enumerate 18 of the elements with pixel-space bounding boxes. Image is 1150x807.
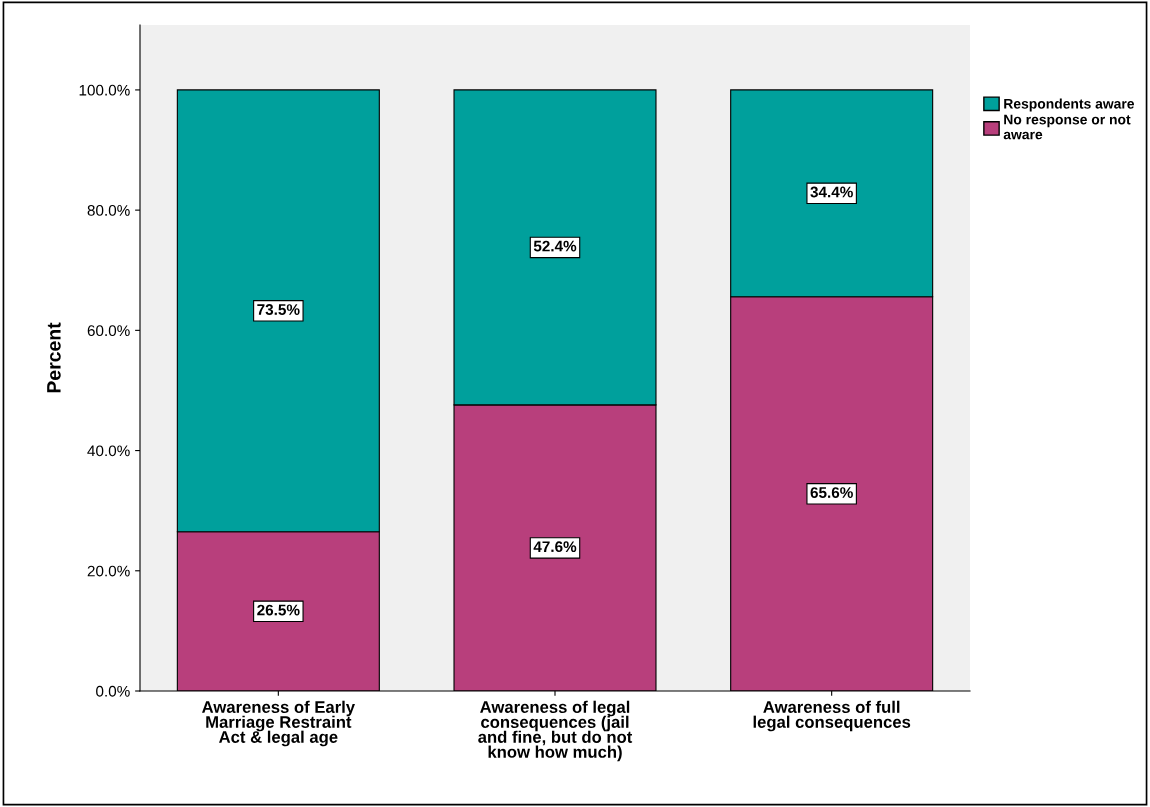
legend-label: No response or not aware — [1003, 114, 1131, 140]
data-label: 26.5% — [257, 604, 300, 616]
y-tick-label: 0.0% — [96, 685, 130, 697]
y-tick-label: 40.0% — [87, 445, 130, 457]
x-tick-label: Awareness of Early Marriage Restraint Act & legal age — [202, 700, 355, 747]
legend-label: Respondents aware — [1004, 98, 1135, 112]
x-tick-label: Awareness of legal consequences (jail and fine, but do not know how much) — [478, 700, 633, 762]
y-tick-label: 100.0% — [79, 84, 130, 96]
data-label: 65.6% — [810, 487, 853, 498]
data-label: 47.6% — [533, 541, 577, 553]
y-tick-label: 80.0% — [87, 205, 130, 216]
y-tick-label: 60.0% — [87, 325, 130, 337]
x-tick-label: Awareness of full legal consequences — [753, 700, 911, 732]
y-axis-title: Percent — [47, 322, 61, 393]
data-label: 73.5% — [257, 304, 300, 315]
y-tick-label: 20.0% — [87, 565, 130, 577]
data-label: 52.4% — [533, 240, 577, 252]
data-label: 34.4% — [810, 186, 853, 198]
